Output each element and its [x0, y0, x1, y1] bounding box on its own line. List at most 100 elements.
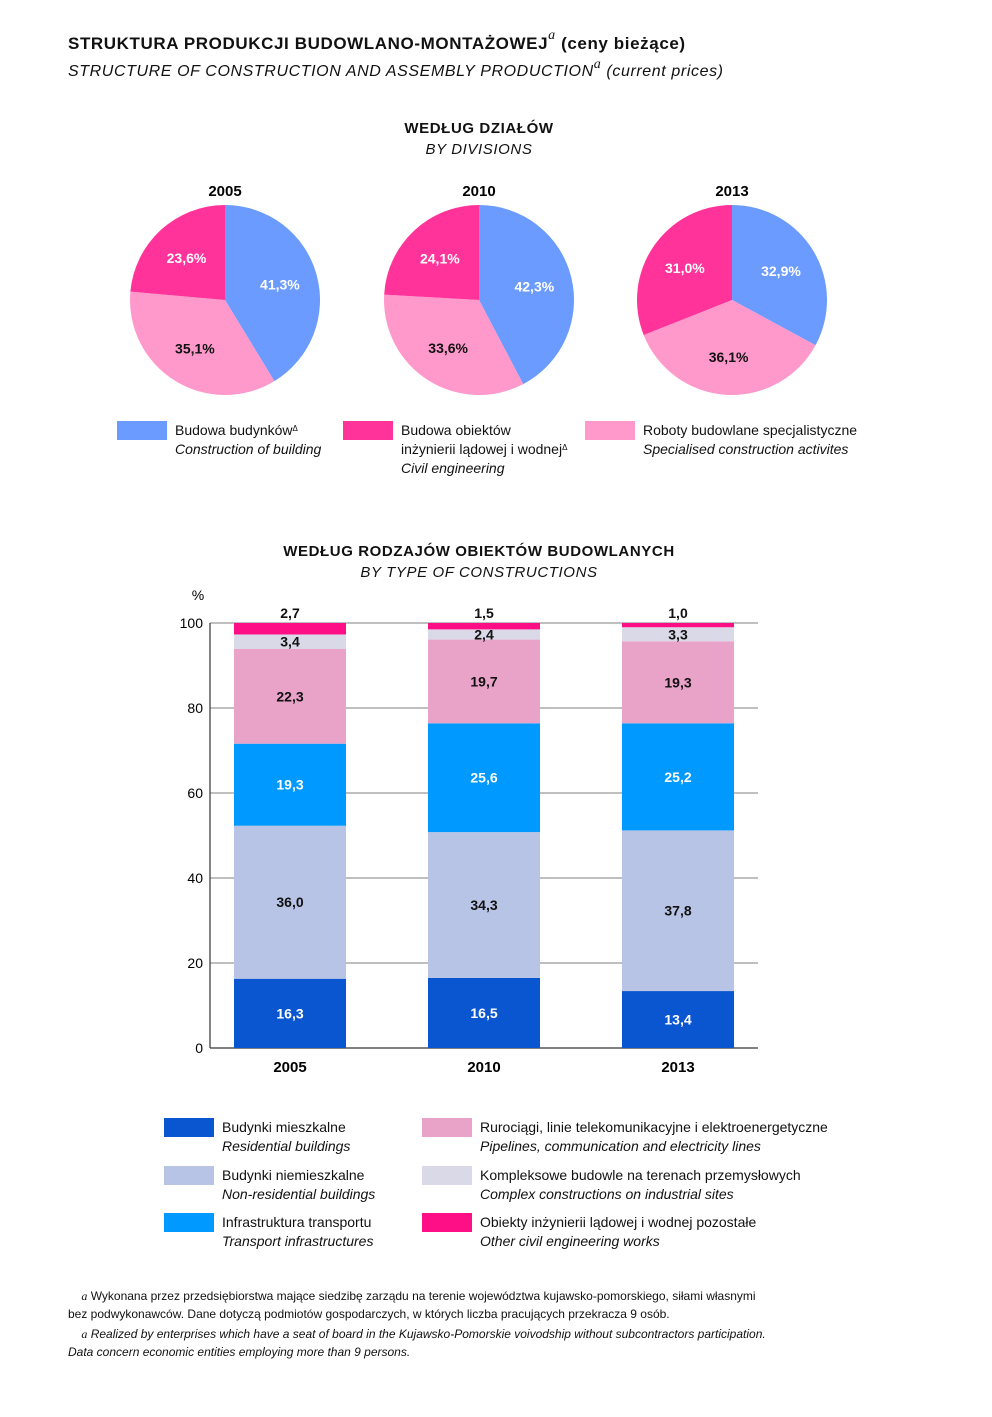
footnote-pl-text1: Wykonana przez przedsiębiorstwa mające s… — [90, 1289, 756, 1303]
legend-label-en: Complex constructions on industrial site… — [480, 1186, 734, 1202]
x-tick-label: 2010 — [467, 1059, 500, 1076]
pie-charts: 200541,3%35,1%23,6%201042,3%33,6%24,1%20… — [129, 183, 827, 396]
bar-value-label: 3,3 — [668, 626, 688, 642]
legend-label-en: Pipelines, communication and electricity… — [480, 1138, 761, 1154]
legend-swatch — [164, 1213, 214, 1232]
legend-label-en: Specialised construction activites — [643, 441, 849, 457]
bar-segment — [428, 623, 540, 630]
bar-value-label: 22,3 — [276, 688, 303, 704]
y-axis-unit-label: % — [192, 587, 204, 603]
pie-slice — [643, 300, 816, 395]
y-tick-label: 80 — [187, 700, 203, 716]
stacked-bar-chart: % 0 20 40 60 80 100 16,3 36,0 19,3 22,3 3,4 2,7 2005 1… — [180, 587, 758, 1076]
bar-segment — [622, 991, 734, 1048]
pies-section-title: WEDŁUG DZIAŁÓW — [404, 120, 554, 137]
pie-value-label: 23,6% — [167, 250, 207, 266]
legend-label-pl: Infrastruktura transportu — [222, 1214, 372, 1230]
pie-value-label: 35,1% — [175, 340, 215, 356]
bars-section-title: WEDŁUG RODZAJÓW OBIEKTÓW BUDOWLANYCH — [283, 543, 675, 560]
bar-segment — [234, 648, 346, 744]
bar-value-label: 1,5 — [474, 605, 494, 621]
bar-value-label: 1,0 — [668, 605, 688, 621]
pie-slice — [384, 294, 524, 395]
legend-label-en: Non-residential buildings — [222, 1186, 376, 1202]
bar-stack-2010: 16,5 34,3 25,6 19,7 2,4 1,5 — [428, 605, 540, 1048]
x-tick-label: 2005 — [273, 1059, 306, 1076]
pie-value-label: 24,1% — [420, 251, 460, 267]
bar-segment — [428, 723, 540, 833]
pie-chart-2010: 2010 42,3% 33,6% 24,1% — [384, 183, 574, 395]
bar-segment — [622, 723, 734, 831]
x-tick-label: 2013 — [661, 1059, 694, 1076]
bar-value-label: 13,4 — [664, 1012, 691, 1028]
pie-year-label: 2013 — [715, 183, 748, 200]
bar-value-label: 37,8 — [664, 903, 691, 919]
pies-section-subtitle: BY DIVISIONS — [425, 141, 533, 158]
bar-stack-2005: 16,3 36,0 19,3 22,3 3,4 2,7 — [234, 605, 346, 1048]
bar-segment — [622, 623, 734, 628]
bar-value-label: 16,5 — [470, 1005, 497, 1021]
legend-swatch — [343, 421, 393, 440]
legend-swatch — [164, 1166, 214, 1185]
legend-label-pl: Roboty budowlane specjalistyczne — [643, 422, 858, 438]
bar-value-label: 19,3 — [276, 777, 303, 793]
bar-stack-2013: 13,4 37,8 25,2 19,3 3,3 1,0 — [622, 605, 734, 1048]
bar-legend-other-civil: Obiekty inżynierii lądowej i wodnej pozo… — [422, 1213, 756, 1251]
title-pl-suffix: (ceny bieżące) — [561, 34, 686, 53]
pie-slice — [225, 205, 321, 382]
bar-value-label: 2,4 — [474, 626, 494, 642]
y-tick-label: 20 — [187, 955, 203, 971]
y-tick-label: 40 — [187, 870, 203, 886]
title-pl-text: STRUKTURA PRODUKCJI BUDOWLANO-MONTAŻOWEJ — [68, 34, 549, 53]
pie-slice — [384, 205, 479, 300]
page-subtitle: STRUCTURE OF CONSTRUCTION AND ASSEMBLY P… — [68, 57, 724, 81]
bar-segment — [428, 832, 540, 978]
legend-label-pl: Budynki niemieszkalne — [222, 1167, 365, 1183]
legend-swatch — [117, 421, 167, 440]
legend-label-pl: Budynki mieszkalne — [222, 1119, 346, 1135]
bar-segment — [234, 825, 346, 979]
bar-segment — [622, 627, 734, 642]
pie-value-label: 31,0% — [665, 260, 705, 276]
title-en-suffix: (current prices) — [606, 63, 724, 80]
footnote-pl-line1: a Wykonana przez przedsiębiorstwa mające… — [68, 1287, 756, 1305]
legend-label-en: Transport infrastructures — [222, 1233, 374, 1249]
pie-value-label: 33,6% — [428, 340, 468, 356]
page-title: STRUKTURA PRODUKCJI BUDOWLANO-MONTAŻOWEJ… — [68, 28, 686, 54]
subtitle-footnote-mark: a — [593, 57, 602, 72]
pie-value-label: 36,1% — [709, 349, 749, 365]
bar-legend-complex: Kompleksowe budowle na terenach przemysł… — [422, 1166, 801, 1204]
pie-slice — [636, 205, 732, 335]
footnote-pl-line2: bez podwykonawców. Dane dotyczą podmiotó… — [68, 1307, 670, 1321]
legend-label-pl: Budowa obiektów — [401, 422, 511, 438]
bar-segment — [622, 830, 734, 992]
pie-slice — [129, 291, 275, 396]
bar-value-label: 19,3 — [664, 674, 691, 690]
bar-value-label: 2,7 — [280, 605, 300, 621]
legend-label-pl: Budowa budynków — [175, 422, 293, 438]
legend-label-pl: Kompleksowe budowle na terenach przemysł… — [480, 1167, 801, 1183]
pie-chart-2013: 2013 32,9% 36,1% 31,0% — [636, 183, 827, 395]
title-en-text: STRUCTURE OF CONSTRUCTION AND ASSEMBLY P… — [68, 63, 594, 80]
pie-legend-civil: Budowa obiektów inżynierii lądowej i wod… — [343, 421, 567, 478]
legend-swatch — [164, 1118, 214, 1137]
bar-value-label: 34,3 — [470, 897, 497, 913]
title-footnote-mark: a — [548, 28, 556, 43]
bars-section-subtitle: BY TYPE OF CONSTRUCTIONS — [360, 564, 598, 581]
bar-segment — [234, 978, 346, 1048]
bar-segment — [428, 977, 540, 1048]
legend-swatch — [585, 421, 635, 440]
footnote-en-line2: Data concern economic entities employing… — [68, 1345, 411, 1359]
legend-label-pl: Rurociągi, linie telekomunikacyjne i ele… — [480, 1119, 828, 1135]
legend-label-en: Residential buildings — [222, 1138, 351, 1154]
legend-mark: Δ — [292, 424, 298, 433]
legend-label-en: Other civil engineering works — [480, 1233, 660, 1249]
y-tick-label: 100 — [180, 615, 204, 631]
legend-swatch — [422, 1118, 472, 1137]
pie-slice — [732, 205, 827, 346]
pie-slice — [130, 205, 225, 300]
bar-legend-non-residential: Budynki niemieszkalne Non-residential bui… — [164, 1166, 375, 1204]
bar-value-label: 16,3 — [276, 1005, 303, 1021]
legend-label-en: Civil engineering — [401, 460, 505, 476]
pie-slice — [479, 205, 574, 385]
